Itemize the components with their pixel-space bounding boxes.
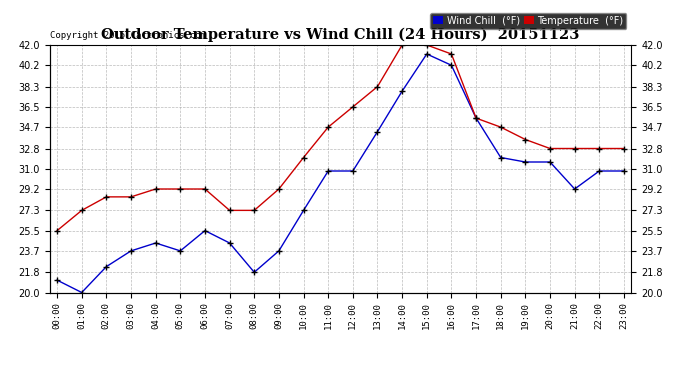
Legend: Wind Chill  (°F), Temperature  (°F): Wind Chill (°F), Temperature (°F) [431, 13, 627, 28]
Text: Copyright 2015 Cartronics.com: Copyright 2015 Cartronics.com [50, 31, 206, 40]
Title: Outdoor Temperature vs Wind Chill (24 Hours)  20151123: Outdoor Temperature vs Wind Chill (24 Ho… [101, 28, 580, 42]
